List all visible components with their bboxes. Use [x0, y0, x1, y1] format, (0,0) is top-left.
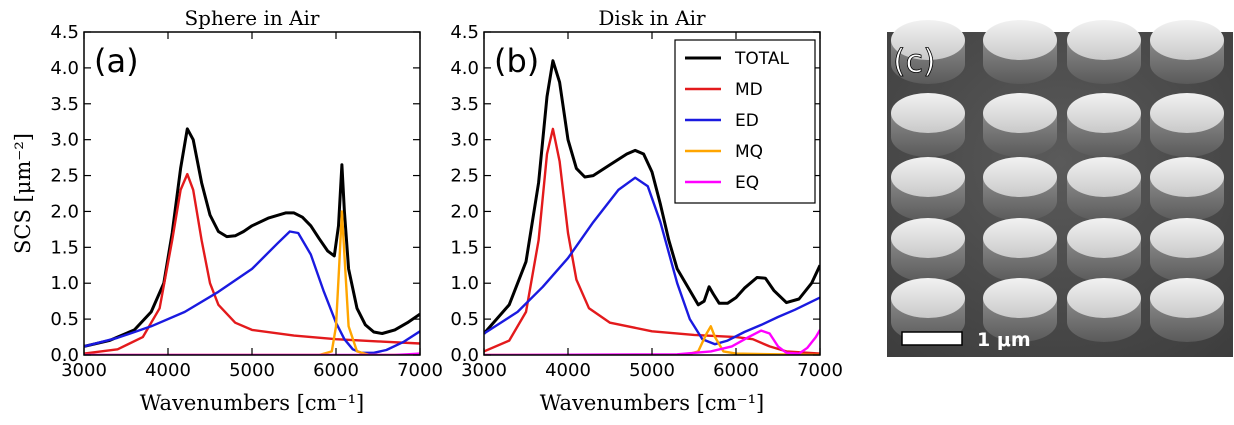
legend-label-ed: ED — [735, 111, 759, 131]
y-tick-label: 2.5 — [50, 166, 79, 187]
y-tick-label: 1.5 — [50, 237, 79, 258]
pillar — [891, 278, 965, 342]
y-tick-label: 4.5 — [450, 22, 479, 43]
legend-label-eq: EQ — [735, 173, 759, 193]
pillar — [1150, 278, 1224, 342]
series-line-eq — [484, 329, 820, 355]
legend-label-mq: MQ — [735, 142, 763, 162]
y-tick-label: 1.0 — [50, 273, 79, 294]
pillar — [1150, 20, 1224, 84]
y-tick-label: 4.0 — [450, 58, 479, 79]
panel-label: (b) — [494, 42, 539, 80]
pillar — [891, 20, 965, 84]
series-line-md — [484, 127, 820, 355]
panel-label: (a) — [94, 42, 139, 80]
chart-panel-a: 3000 4000 5000 6000 7000 0.0 0.5 1.0 1.5 2.0 2.5 3.… — [11, 6, 443, 415]
y-tick-label: 3.5 — [50, 94, 79, 115]
pillar — [1067, 157, 1141, 221]
pillar — [1150, 218, 1224, 282]
series-line-total — [484, 59, 820, 335]
x-tick-label: 7000 — [797, 360, 843, 381]
x-tick-label: 4000 — [145, 360, 191, 381]
y-tick-label: 1.5 — [450, 237, 479, 258]
x-tick-label: 6000 — [713, 360, 759, 381]
y-axis-label: SCS [μm⁻²] — [11, 133, 35, 254]
y-tick-label: 4.5 — [50, 22, 79, 43]
series-line-total — [84, 127, 420, 348]
x-tick-label: 4000 — [545, 360, 591, 381]
y-tick-label: 0.0 — [50, 345, 79, 366]
series-line-mq — [84, 210, 420, 355]
x-tick-label: 3000 — [461, 360, 507, 381]
y-tick-label: 3.0 — [50, 130, 79, 151]
legend-label-total: TOTAL — [734, 49, 789, 69]
y-tick-label: 0.5 — [50, 309, 79, 330]
pillar — [1067, 20, 1141, 84]
legend: TOTAL MD ED MQ EQ — [674, 39, 816, 204]
x-axis-label: Wavenumbers [cm⁻¹] — [540, 391, 764, 415]
scale-bar — [901, 331, 963, 346]
y-tick-label: 3.5 — [450, 94, 479, 115]
legend-label-md: MD — [735, 80, 763, 100]
sem-image-panel: (c) 1 μm — [887, 20, 1233, 357]
pillar — [983, 157, 1057, 221]
y-tick-label: 1.0 — [450, 273, 479, 294]
y-tick-label: 3.0 — [450, 130, 479, 151]
pillar — [1067, 218, 1141, 282]
series-group — [84, 127, 420, 355]
pillar — [1067, 278, 1141, 342]
y-tick-label: 2.0 — [50, 201, 79, 222]
legend-box — [674, 39, 816, 204]
pillar — [983, 20, 1057, 84]
x-tick-label: 7000 — [397, 360, 443, 381]
series-group — [484, 59, 820, 355]
pillar — [983, 93, 1057, 157]
series-line-md — [84, 172, 420, 355]
x-tick-label: 6000 — [313, 360, 359, 381]
plot-frame — [83, 31, 421, 356]
pillar — [891, 218, 965, 282]
pillar-array — [891, 20, 1224, 342]
y-tick-label: 2.5 — [450, 166, 479, 187]
series-line-ed — [84, 230, 420, 354]
y-tick-label: 0.0 — [450, 345, 479, 366]
scale-bar-label: 1 μm — [977, 329, 1031, 351]
chart-title: Disk in Air — [598, 6, 706, 30]
series-line-ed — [484, 176, 820, 346]
x-tick-label: 5000 — [629, 360, 675, 381]
chart-panel-b: 3000 4000 5000 6000 7000 0.0 0.5 1.0 1.5 2.0 2.5 3.… — [450, 6, 843, 415]
pillar — [1067, 93, 1141, 157]
y-tick-label: 2.0 — [450, 201, 479, 222]
pillar — [891, 93, 965, 157]
pillar — [891, 157, 965, 221]
pillar — [983, 278, 1057, 342]
x-tick-label: 3000 — [61, 360, 107, 381]
pillar — [1150, 93, 1224, 157]
y-tick-label: 0.5 — [450, 309, 479, 330]
pillar — [1150, 157, 1224, 221]
x-tick-label: 5000 — [229, 360, 275, 381]
plot-panels: 3000 4000 5000 6000 7000 0.0 0.5 1.0 1.5 2.0 2.5 3.… — [11, 6, 843, 415]
pillar — [983, 218, 1057, 282]
sem-panel-label: (c) — [893, 42, 936, 80]
x-axis-label: Wavenumbers [cm⁻¹] — [140, 391, 364, 415]
y-tick-label: 4.0 — [50, 58, 79, 79]
chart-title: Sphere in Air — [184, 6, 319, 30]
